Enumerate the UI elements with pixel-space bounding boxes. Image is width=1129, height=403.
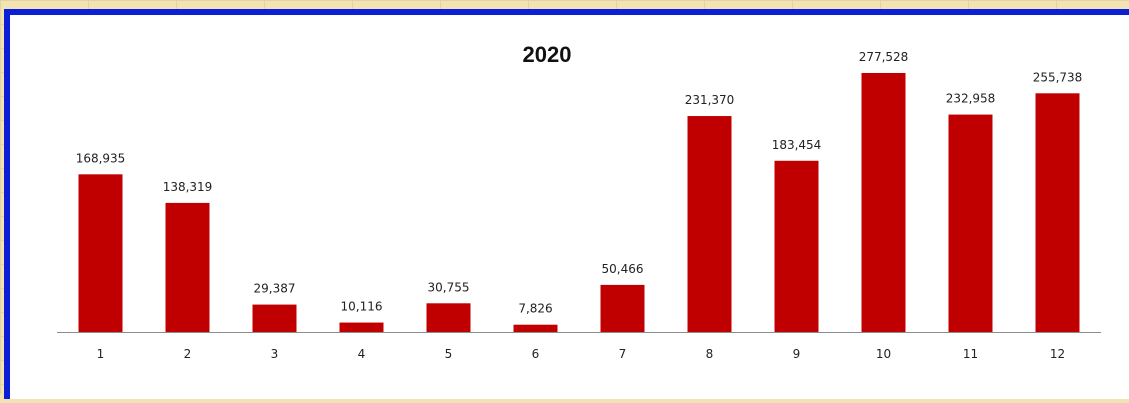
bar-3[interactable] <box>252 304 297 332</box>
data-label-1: 168,935 <box>76 151 126 165</box>
data-label-8: 231,370 <box>685 93 735 107</box>
data-label-9: 183,454 <box>772 138 822 152</box>
data-label-4: 10,116 <box>341 300 383 314</box>
data-label-6: 7,826 <box>518 302 552 316</box>
x-tick-label-12: 12 <box>1050 347 1065 361</box>
x-tick-label-2: 2 <box>184 347 192 361</box>
data-label-7: 50,466 <box>602 262 644 276</box>
x-tick-label-6: 6 <box>532 347 540 361</box>
x-tick-label-8: 8 <box>706 347 714 361</box>
x-tick-label-7: 7 <box>619 347 627 361</box>
data-label-2: 138,319 <box>163 180 213 194</box>
bar-7[interactable] <box>600 284 645 332</box>
bar-12[interactable] <box>1035 93 1080 332</box>
data-label-11: 232,958 <box>946 92 996 106</box>
chart-title: 2020 <box>523 42 572 67</box>
bar-chart: 2020 1 2 3 4 5 6 7 8 9 10 11 12 168,935138,31929,38… <box>57 42 1101 361</box>
x-tick-label-11: 11 <box>963 347 978 361</box>
chart-frame[interactable]: 2020 1 2 3 4 5 6 7 8 9 10 11 12 168,935 138,319 29,38… <box>4 9 1129 399</box>
data-label-3: 29,387 <box>254 282 296 296</box>
bar-4[interactable] <box>339 322 384 332</box>
bar-1[interactable] <box>78 174 123 332</box>
bar-9[interactable] <box>774 160 819 332</box>
data-label-5: 30,755 <box>428 280 470 294</box>
data-label-10: 277,528 <box>859 50 909 64</box>
x-tick-label-9: 9 <box>793 347 801 361</box>
bar-11[interactable] <box>948 114 993 332</box>
bar-5[interactable] <box>426 303 471 332</box>
x-tick-label-1: 1 <box>97 347 105 361</box>
bar-6[interactable] <box>513 324 558 332</box>
x-tick-label-3: 3 <box>271 347 279 361</box>
x-tick-label-10: 10 <box>876 347 891 361</box>
x-tick-label-4: 4 <box>358 347 366 361</box>
bar-8[interactable] <box>687 116 732 333</box>
bar-2[interactable] <box>165 202 210 332</box>
x-tick-label-5: 5 <box>445 347 453 361</box>
data-label-12: 255,738 <box>1033 70 1083 84</box>
bar-10[interactable] <box>861 72 906 332</box>
